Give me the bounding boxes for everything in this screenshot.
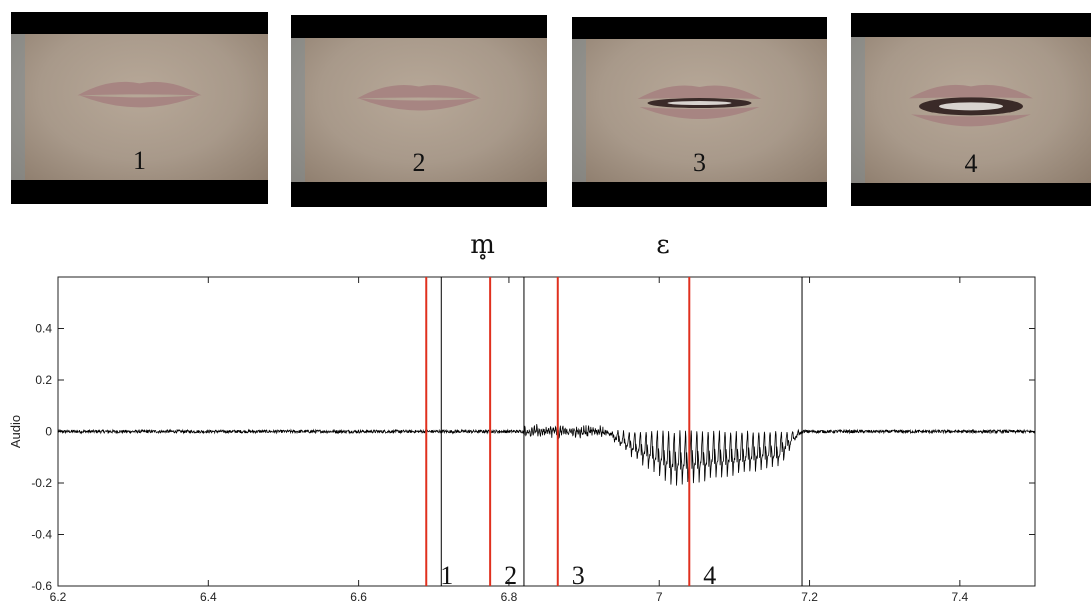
- audio-waveform-chart: 6.2 6.4 6.6 6.8 7 7.2 7.4 -0.6 -0.4 -0.2 0 0.2 0.4 Au…: [8, 230, 1036, 604]
- upper-lip: [637, 85, 762, 100]
- video-frame-2: 2: [291, 15, 547, 207]
- video-frame-3: 3: [572, 17, 827, 207]
- frame-marker-label: 2: [504, 561, 517, 590]
- mouth-drawing: [291, 38, 481, 182]
- frame-number-label: 2: [412, 148, 426, 177]
- x-tick-label: 7.2: [801, 590, 818, 604]
- video-frame-4: 4: [851, 13, 1091, 206]
- lower-lip: [359, 98, 479, 111]
- lower-lip: [639, 107, 760, 120]
- face-image: [291, 38, 547, 182]
- mouth-drawing: [851, 37, 1033, 183]
- x-tick-label: 7.4: [952, 590, 969, 604]
- x-tick-label: 6.6: [350, 590, 367, 604]
- mouth-drawing: [572, 39, 762, 182]
- upper-lip: [909, 84, 1033, 99]
- y-axis-label: Audio: [8, 415, 23, 448]
- y-tick-label: 0: [45, 425, 52, 439]
- face-image: [572, 39, 827, 182]
- segment-symbol: m̥: [470, 230, 495, 260]
- lower-lip: [79, 95, 200, 108]
- lower-lip: [911, 114, 1031, 127]
- audio-waveform-line: [57, 424, 1036, 486]
- x-tick-label: 6.8: [501, 590, 518, 604]
- upper-lip: [357, 84, 481, 99]
- y-tick-label: 0.2: [35, 373, 52, 387]
- y-tick-label: -0.6: [31, 579, 52, 593]
- frame-number-label: 4: [964, 149, 978, 178]
- frame-number-label: 1: [133, 146, 146, 175]
- y-tick-label: -0.4: [31, 528, 52, 542]
- mouth-drawing: [11, 34, 202, 180]
- face-image: [851, 37, 1091, 183]
- frame-number-label: 3: [693, 148, 706, 177]
- x-tick-label: 7: [656, 590, 663, 604]
- segment-symbol: ɛ: [656, 230, 669, 260]
- x-tick-label: 6.4: [200, 590, 217, 604]
- frame-marker-label: 1: [440, 561, 453, 590]
- video-frame-1: 1: [11, 12, 268, 204]
- frame-marker-label: 4: [703, 561, 716, 590]
- upper-lip: [77, 81, 202, 96]
- x-tick-label: 6.2: [50, 590, 67, 604]
- face-image: [11, 34, 268, 180]
- frame-marker-label: 3: [572, 561, 585, 590]
- y-tick-label: -0.2: [31, 476, 52, 490]
- y-tick-label: 0.4: [35, 322, 52, 336]
